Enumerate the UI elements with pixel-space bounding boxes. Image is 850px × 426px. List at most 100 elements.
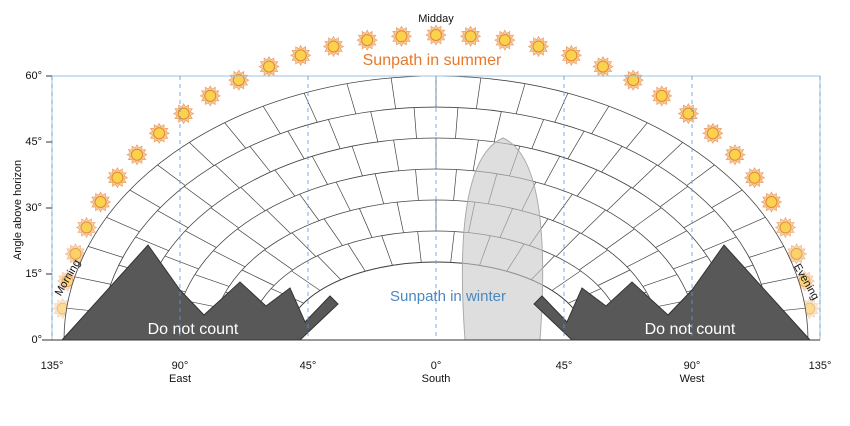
obstruction-shadow <box>461 137 544 341</box>
grid-divider <box>291 270 321 291</box>
grid-divider <box>626 122 648 149</box>
grid-divider <box>106 216 140 233</box>
sun <box>779 221 792 234</box>
sun <box>430 29 442 41</box>
sun <box>395 30 408 43</box>
grid-divider <box>749 246 784 258</box>
sun <box>596 60 609 73</box>
sun <box>327 40 340 53</box>
grid-divider <box>555 232 581 257</box>
summer-label: Sunpath in summer <box>363 52 502 69</box>
grid-divider <box>311 156 328 185</box>
grid-divider <box>642 274 678 287</box>
sun <box>361 34 374 47</box>
grid-divider <box>597 269 631 286</box>
sun <box>69 247 82 260</box>
sun <box>80 221 93 234</box>
grid-divider <box>531 119 545 149</box>
grid-divider <box>249 146 271 173</box>
sun <box>748 171 761 184</box>
grid-divider <box>683 210 715 229</box>
grid-divider <box>262 106 281 134</box>
grid-divider <box>74 276 111 285</box>
grid-divider <box>417 231 422 263</box>
grid-divider <box>157 210 189 229</box>
sun <box>131 148 144 161</box>
x-tick-label: 0° <box>431 360 442 372</box>
grid-divider <box>732 216 766 233</box>
direction-label: South <box>422 373 451 385</box>
grid-divider <box>626 250 659 268</box>
grid-divider <box>299 193 320 221</box>
direction-label: East <box>169 373 191 385</box>
y-tick-label: 15° <box>25 268 42 280</box>
grid-divider <box>346 83 357 114</box>
sun <box>464 30 477 43</box>
grid-divider <box>472 139 479 171</box>
grid-divider <box>213 250 246 268</box>
grid-divider <box>237 228 266 250</box>
grid-divider <box>515 83 526 114</box>
grid-divider <box>210 207 239 229</box>
grid-divider <box>214 164 240 189</box>
y-tick-label: 0° <box>31 334 42 346</box>
grid-divider <box>703 236 737 251</box>
x-tick-label: 45° <box>556 360 573 372</box>
sun <box>294 49 307 62</box>
grid-divider <box>591 106 610 134</box>
grid-divider <box>453 169 457 201</box>
grid-divider <box>632 164 658 189</box>
grid-divider <box>164 255 199 270</box>
grid-divider <box>274 169 296 197</box>
grid-divider <box>552 193 573 221</box>
sun <box>655 89 668 102</box>
grid-divider <box>351 146 363 177</box>
grid-divider <box>327 119 341 149</box>
grid-divider <box>157 164 186 186</box>
grid-divider <box>673 255 708 270</box>
grid-divider <box>241 269 275 286</box>
grid-divider <box>88 246 123 258</box>
sun <box>263 60 276 73</box>
grid-divider <box>576 169 598 197</box>
grid-divider <box>415 169 419 201</box>
sun <box>627 74 640 87</box>
grid-divider <box>413 107 417 139</box>
grid-divider <box>551 270 581 291</box>
grid-divider <box>396 202 404 233</box>
excluded-label: Do not count <box>148 321 239 338</box>
grid-divider <box>183 186 213 208</box>
grid-divider <box>323 218 343 246</box>
y-axis-label: Angle above horizon <box>12 160 24 260</box>
sky-grid <box>63 75 809 341</box>
sun <box>532 40 545 53</box>
grid-divider <box>224 122 246 149</box>
grid-divider <box>135 236 169 251</box>
grid-divider <box>390 77 396 109</box>
grid-divider <box>655 230 687 248</box>
grid-divider <box>129 189 161 208</box>
grid-divider <box>455 107 459 139</box>
y-tick-label: 45° <box>25 136 42 148</box>
sun <box>111 171 124 184</box>
grid-divider <box>606 187 632 212</box>
x-tick-label: 135° <box>809 360 832 372</box>
grid-divider <box>579 249 608 271</box>
grid-divider <box>240 187 266 212</box>
grid-divider <box>544 156 561 185</box>
grid-divider <box>657 142 683 166</box>
excluded-label: Do not count <box>645 321 736 338</box>
sun <box>94 196 107 209</box>
midday-label: Midday <box>418 13 454 25</box>
grid-divider <box>711 189 743 208</box>
x-tick-label: 45° <box>300 360 317 372</box>
sun <box>682 107 695 120</box>
grid-divider <box>393 139 400 171</box>
grid-divider <box>450 231 455 263</box>
sun <box>565 49 578 62</box>
grid-divider <box>317 255 342 280</box>
grid-divider <box>381 235 393 266</box>
grid-arc <box>174 168 698 341</box>
grid-divider <box>264 249 293 271</box>
